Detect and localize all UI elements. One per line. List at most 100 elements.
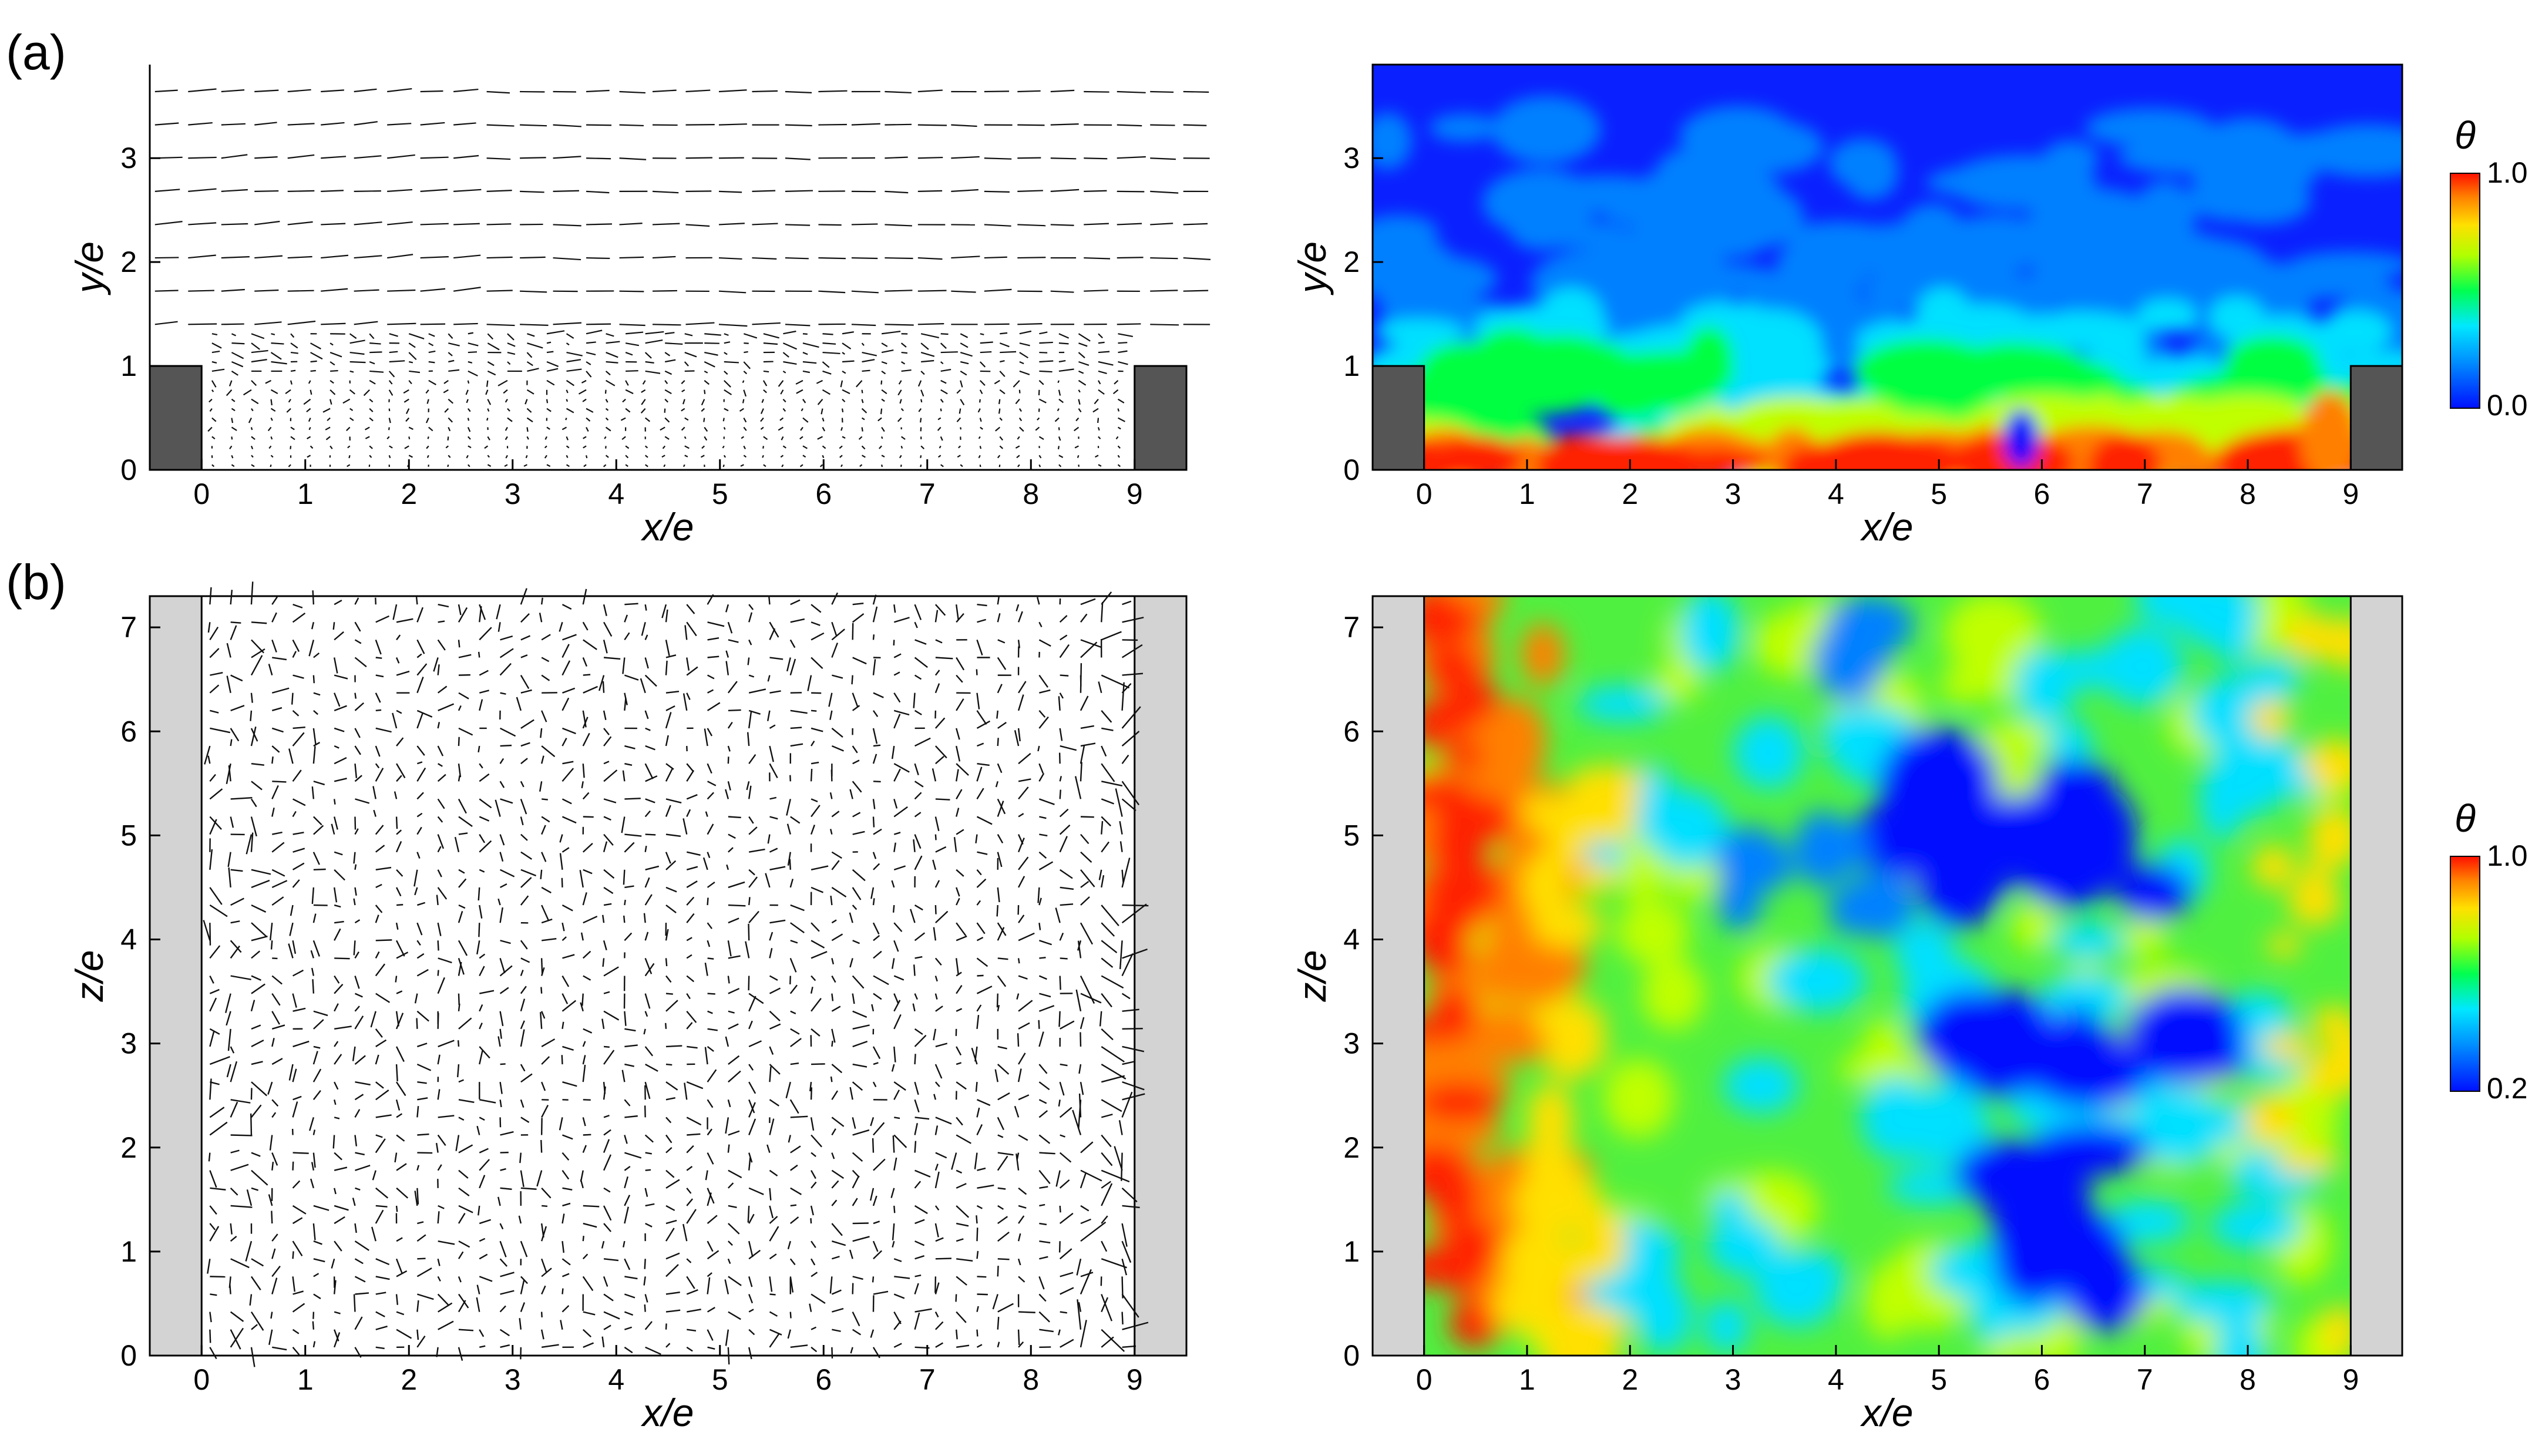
- field-blob: [1767, 948, 1867, 1013]
- velocity-vector: [1122, 617, 1144, 623]
- velocity-vector: [541, 1188, 552, 1199]
- velocity-vector: [1059, 1107, 1072, 1118]
- velocity-vector: [292, 811, 297, 818]
- velocity-vector: [940, 379, 947, 384]
- velocity-vector: [355, 798, 370, 804]
- velocity-vector: [209, 1028, 220, 1035]
- panel-label-b: (b): [6, 554, 66, 610]
- velocity-vector: [231, 464, 235, 468]
- velocity-vector: [994, 379, 1000, 385]
- velocity-vector: [1117, 156, 1146, 159]
- velocity-vector: [1114, 1146, 1123, 1171]
- velocity-vector: [520, 851, 532, 860]
- velocity-vector: [934, 1276, 937, 1293]
- velocity-vector: [644, 1081, 651, 1099]
- velocity-vector: [748, 1040, 762, 1048]
- velocity-vector: [811, 1028, 821, 1037]
- velocity-vector: [375, 1090, 389, 1101]
- velocity-vector: [408, 455, 413, 458]
- velocity-vector: [476, 1297, 480, 1312]
- velocity-vector: [795, 379, 803, 385]
- velocity-vector: [1057, 446, 1060, 450]
- x-tick-label: 0: [1416, 1363, 1433, 1396]
- velocity-vector: [251, 1024, 261, 1030]
- velocity-vector: [811, 975, 816, 981]
- velocity-vector: [541, 1267, 552, 1277]
- velocity-vector: [1084, 157, 1108, 160]
- velocity-vector: [520, 157, 546, 159]
- velocity-vector: [645, 727, 651, 731]
- velocity-vector: [207, 622, 211, 633]
- velocity-vector: [251, 983, 265, 994]
- velocity-vector: [707, 1069, 717, 1082]
- velocity-vector: [310, 352, 323, 360]
- velocity-vector: [1015, 445, 1020, 449]
- velocity-vector: [802, 417, 809, 423]
- velocity-vector: [1115, 788, 1123, 817]
- velocity-vector: [395, 1258, 404, 1275]
- velocity-vector: [290, 333, 295, 338]
- velocity-vector: [365, 426, 370, 431]
- field-blob: [1536, 1304, 1628, 1350]
- velocity-vector: [920, 333, 939, 338]
- velocity-vector: [270, 1312, 273, 1319]
- velocity-vector: [913, 692, 916, 708]
- velocity-vector: [1017, 257, 1046, 259]
- x-tick-label: 2: [1622, 478, 1638, 510]
- velocity-vector: [917, 124, 947, 126]
- velocity-vector: [1101, 674, 1130, 689]
- velocity-vector: [311, 786, 315, 799]
- velocity-vector: [387, 322, 416, 325]
- velocity-vector: [603, 841, 608, 853]
- velocity-vector: [849, 1249, 853, 1259]
- velocity-vector: [230, 1329, 241, 1350]
- velocity-vector: [354, 321, 378, 325]
- velocity-vector: [562, 1202, 571, 1207]
- velocity-vector: [313, 742, 321, 747]
- velocity-vector: [767, 834, 771, 844]
- velocity-vector: [1080, 869, 1095, 887]
- velocity-vector: [313, 1273, 320, 1277]
- velocity-vector: [582, 892, 587, 906]
- velocity-vector: [881, 398, 885, 402]
- field-blob: [1448, 1221, 1483, 1270]
- velocity-vector: [914, 1034, 927, 1047]
- velocity-vector: [747, 1205, 750, 1223]
- velocity-vector: [354, 702, 365, 711]
- velocity-vector: [221, 256, 250, 259]
- velocity-vector: [396, 634, 401, 641]
- velocity-vector: [1077, 1299, 1082, 1330]
- velocity-vector: [624, 1206, 629, 1224]
- velocity-vector: [914, 904, 923, 911]
- velocity-vector: [914, 1169, 931, 1178]
- velocity-vector: [642, 380, 646, 385]
- velocity-vector: [372, 1170, 376, 1181]
- velocity-vector: [625, 380, 629, 386]
- velocity-vector: [334, 1240, 342, 1252]
- velocity-vector: [479, 604, 486, 620]
- velocity-vector: [290, 380, 292, 385]
- velocity-vector: [761, 399, 764, 403]
- velocity-vector: [788, 1135, 791, 1143]
- velocity-vector: [976, 922, 986, 934]
- velocity-vector: [354, 951, 359, 959]
- velocity-vector: [624, 1176, 628, 1189]
- velocity-vector: [586, 352, 596, 355]
- velocity-vector: [956, 1205, 970, 1218]
- velocity-vector: [245, 1240, 253, 1262]
- velocity-vector: [1039, 689, 1051, 694]
- velocity-vector: [997, 834, 1004, 844]
- velocity-vector: [468, 332, 474, 335]
- velocity-vector: [748, 876, 758, 888]
- velocity-vector: [644, 763, 654, 779]
- velocity-vector: [644, 1134, 654, 1143]
- velocity-vector: [526, 352, 533, 358]
- velocity-vector: [810, 1117, 815, 1131]
- velocity-vector: [210, 1187, 226, 1191]
- velocity-vector: [395, 1013, 404, 1030]
- velocity-vector: [872, 754, 877, 764]
- velocity-vector: [940, 408, 942, 412]
- velocity-vector: [997, 852, 1003, 867]
- velocity-vector: [375, 951, 380, 959]
